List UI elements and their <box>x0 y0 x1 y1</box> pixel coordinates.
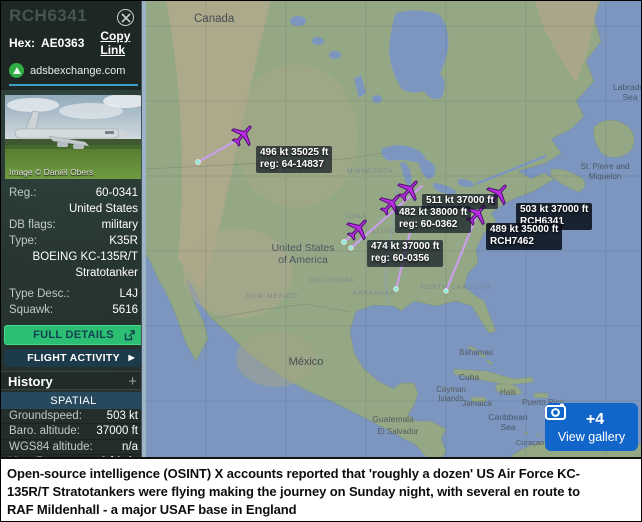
callsign-title: RCH6341 <box>9 6 88 25</box>
rocky-mountains-terrain <box>166 1 271 289</box>
svg-text:of America: of America <box>278 254 328 266</box>
aircraft-label[interactable]: 489 kt 35000 ft RCH7462 <box>486 223 563 251</box>
map-canvas: Canada United States of America México G… <box>146 1 641 457</box>
great-lakes <box>381 145 475 195</box>
detail-row-country: United States <box>68 203 138 215</box>
hex-value: AE0363 <box>41 36 85 50</box>
spatial-section-header: SPATIAL <box>1 392 146 409</box>
aircraft-label[interactable]: 511 kt 37000 ft <box>422 194 498 210</box>
svg-text:IOWA: IOWA <box>346 213 367 220</box>
svg-text:Islands: Islands <box>438 394 463 403</box>
svg-text:OKLAHOMA: OKLAHOMA <box>310 277 354 284</box>
photo-credit: Image © Daniël Obers <box>9 167 94 177</box>
copy-link[interactable]: Copy Link <box>100 29 131 57</box>
tundra-terrain <box>534 1 598 83</box>
spatial-row-vertrate: Vert. Rate:0 ft/min <box>1 455 146 457</box>
spatial-row-wgs84: WGS84 altitude: n/a <box>1 440 146 455</box>
chevron-right-icon: ▶ <box>128 353 135 362</box>
detail-row-dbflags: DB flags: military <box>9 219 138 231</box>
detail-row-typename: BOEING KC-135R/T <box>32 251 138 263</box>
teal-divider <box>9 84 138 86</box>
external-link-icon <box>124 330 135 344</box>
flight-activity-button[interactable]: FLIGHT ACTIVITY ▶ <box>4 349 143 367</box>
aircraft-label[interactable]: 482 kt 38000 ft reg: 60-0362 <box>395 206 472 234</box>
graticule <box>146 1 641 457</box>
svg-text:Cayman: Cayman <box>436 385 466 394</box>
view-gallery-button[interactable]: +4 View gallery <box>545 403 638 451</box>
map-place-labels: Canada United States of America México G… <box>194 13 641 447</box>
gallery-count: +4 <box>585 410 605 428</box>
caption-line-3: RAF Mildenhall - a major USAF base in En… <box>7 501 297 517</box>
hex-row: Hex: AE0363 Copy Link <box>9 29 138 57</box>
prairie-terrain <box>234 64 358 208</box>
svg-text:Haiti: Haiti <box>500 388 516 397</box>
full-details-button[interactable]: FULL DETAILS <box>4 325 143 345</box>
detail-row-squawk: Squawk: 5616 <box>9 304 138 316</box>
aircraft-label-selected[interactable]: 503 kt 37000 ft RCH6341 <box>516 203 593 231</box>
svg-text:St. Pierre and: St. Pierre and <box>581 162 630 171</box>
svg-text:MINNESOTA: MINNESOTA <box>347 168 393 175</box>
svg-text:Puerto Rico: Puerto Rico <box>522 398 564 407</box>
canadian-lakes <box>290 16 382 103</box>
state-labels: MINNESOTA IOWA ILLINOIS OKLAHOMA ARKANSA… <box>246 168 491 300</box>
svg-text:NEW MEXICO: NEW MEXICO <box>246 293 298 300</box>
detail-row-typename2: Stratotanker <box>75 267 138 279</box>
detail-row-reg: Reg.: 60-0341 <box>9 187 138 199</box>
hudson-bay <box>389 10 449 99</box>
brand-row[interactable]: adsbexchange.com <box>9 63 138 78</box>
svg-text:Curaçao: Curaçao <box>516 438 544 447</box>
svg-text:Sea: Sea <box>500 422 515 432</box>
aircraft-info-panel: RCH6341 Hex: AE0363 Copy Link adsbexchan… <box>1 1 146 457</box>
svg-text:Caribbean: Caribbean <box>488 412 527 422</box>
adsbexchange-app: RCH6341 Hex: AE0363 Copy Link adsbexchan… <box>1 1 641 459</box>
panel-header: RCH6341 Hex: AE0363 Copy Link adsbexchan… <box>1 1 146 90</box>
svg-text:NORTH CAROLINA: NORTH CAROLINA <box>421 284 492 291</box>
plus-icon: + <box>128 372 137 390</box>
svg-text:Sea: Sea <box>622 92 637 102</box>
svg-text:United States: United States <box>271 242 334 254</box>
svg-text:Canada: Canada <box>194 13 235 25</box>
mexico-terrain <box>236 331 316 387</box>
trail-start-dots <box>195 159 449 294</box>
spatial-data: Groundspeed: 503 kt Baro. altitude: 37000 … <box>1 409 146 457</box>
brand-text: adsbexchange.com <box>30 64 126 77</box>
svg-text:Cuba: Cuba <box>459 372 480 382</box>
svg-text:Jamaica: Jamaica <box>462 399 492 408</box>
svg-text:ARKANSAS: ARKANSAS <box>353 290 396 297</box>
svg-text:Labrador: Labrador <box>613 82 641 92</box>
news-caption: Open-source intelligence (OSINT) X accou… <box>1 461 641 521</box>
aircraft-label[interactable]: 474 kt 37000 ft reg: 60-0356 <box>367 240 444 268</box>
svg-text:Miquelon: Miquelon <box>589 172 621 181</box>
caption-line-2: 135R/T Stratotankers were flying making … <box>7 483 580 499</box>
aircraft-details: Reg.: 60-0341 United States DB flags: mili… <box>1 186 146 319</box>
detail-row-typedesc: Type Desc.: L4J <box>9 288 138 300</box>
svg-text:El Salvador: El Salvador <box>378 427 419 436</box>
svg-text:Bahamas: Bahamas <box>459 348 493 357</box>
close-icon[interactable] <box>117 9 134 26</box>
svg-text:ILLINOIS: ILLINOIS <box>370 228 404 235</box>
svg-text:México: México <box>289 356 324 368</box>
aircraft-photo[interactable]: Image © Daniël Obers <box>5 95 142 179</box>
spatial-row-baro: Baro. altitude: 37000 ft <box>1 424 146 440</box>
spatial-row-groundspeed: Groundspeed: 503 kt <box>1 409 146 425</box>
st-lawrence-river <box>475 154 547 186</box>
svg-text:Guatemala: Guatemala <box>372 414 414 424</box>
southwest-terrain <box>183 228 293 318</box>
history-section-toggle[interactable]: History + <box>1 371 146 390</box>
aircraft-label[interactable]: 496 kt 35025 ft reg: 64-14837 <box>256 146 333 174</box>
caption-line-1: Open-source intelligence (OSINT) X accou… <box>7 466 580 481</box>
gallery-label: View gallery <box>557 429 626 444</box>
hex-label: Hex: <box>9 36 36 50</box>
aircraft-photo-art <box>5 95 142 179</box>
detail-row-type: Type: K35R <box>9 235 138 247</box>
sidebar-scrollbar[interactable] <box>141 1 146 457</box>
flight-map[interactable]: Canada United States of America México G… <box>146 1 641 457</box>
adsbexchange-logo-icon <box>9 63 24 78</box>
